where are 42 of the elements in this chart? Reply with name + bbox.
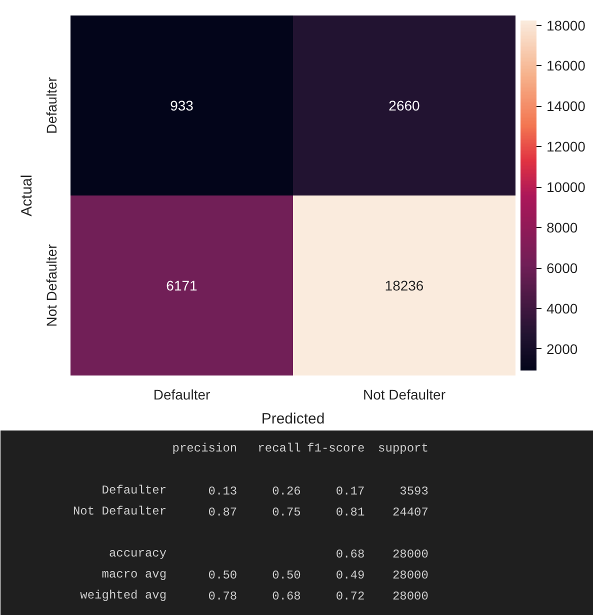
text: 0.78 xyxy=(208,590,238,604)
text: 0.50 xyxy=(272,568,301,582)
text: 0.68 xyxy=(272,590,301,604)
color-bar-label: 18000 xyxy=(546,17,586,34)
data-label: 6171 xyxy=(166,278,198,294)
category-label: accuracy xyxy=(108,546,167,560)
text: 0.75 xyxy=(272,506,301,520)
color-bar-label: 14000 xyxy=(546,98,586,114)
text: 0.26 xyxy=(272,484,301,498)
color-bar-label: 4000 xyxy=(546,300,578,316)
category-label: precision xyxy=(172,442,238,456)
text: 0.81 xyxy=(336,506,365,520)
text: 28000 xyxy=(392,548,428,562)
data-label: 933 xyxy=(170,98,194,114)
text: 28000 xyxy=(392,568,428,582)
text: 0.87 xyxy=(208,506,238,520)
category-label: Not Defaulter xyxy=(72,504,167,518)
color-bar-label: 16000 xyxy=(546,58,586,74)
data-label: 2660 xyxy=(388,98,420,114)
category-label: f1-score xyxy=(307,442,365,456)
x-axis-title: Predicted xyxy=(261,410,325,428)
color-bar-label: 12000 xyxy=(546,138,586,155)
text: 0.72 xyxy=(336,590,365,604)
data-label: 18236 xyxy=(384,278,424,294)
color-bar-label: 2000 xyxy=(546,340,578,357)
category-label: recall xyxy=(258,442,301,456)
text: 0.50 xyxy=(208,568,238,582)
text: 3593 xyxy=(400,484,428,498)
text: 0.17 xyxy=(336,484,365,498)
category-label: Defaulter xyxy=(102,484,167,498)
text: 28000 xyxy=(392,590,428,604)
category-label: weighted avg xyxy=(80,588,167,602)
text: 24407 xyxy=(392,506,428,520)
text: 0.68 xyxy=(336,548,365,562)
category-label: macro avg xyxy=(102,568,167,582)
category-label: support xyxy=(378,442,428,456)
text: 0.49 xyxy=(336,568,365,582)
y-axis-title: Actual xyxy=(18,174,36,216)
color-bar-label: 10000 xyxy=(546,179,586,196)
color-bar-label: 6000 xyxy=(546,260,578,276)
color-bar-label: 8000 xyxy=(546,220,578,236)
text: 0.13 xyxy=(208,484,238,498)
